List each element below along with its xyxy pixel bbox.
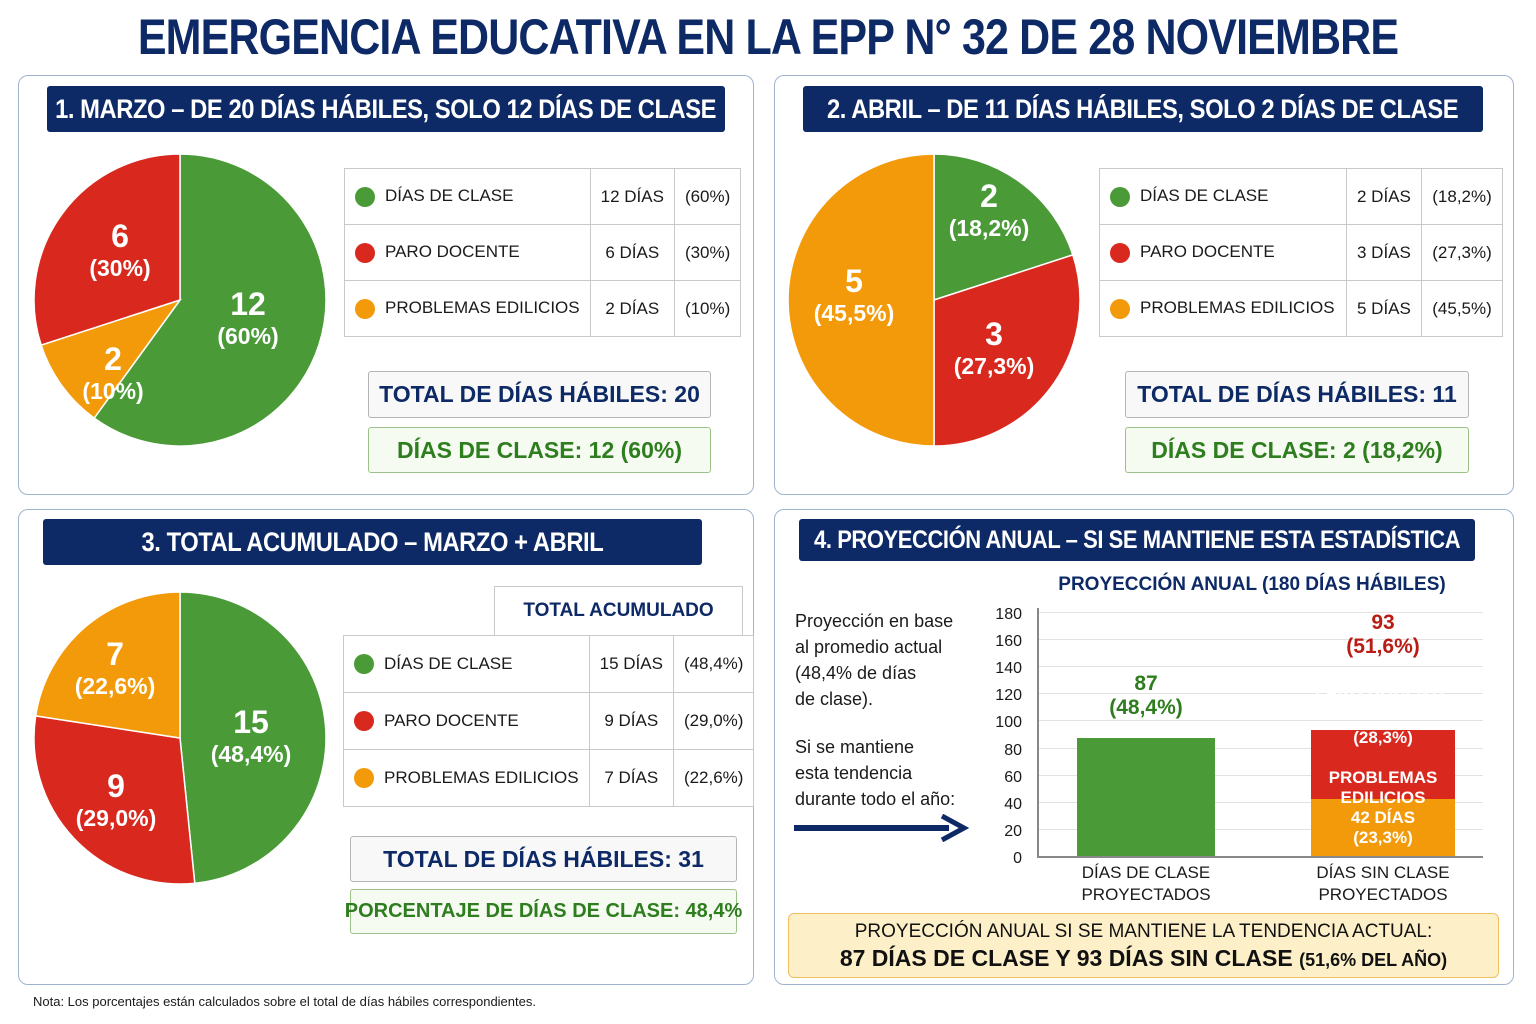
pie-slice (933, 153, 1074, 302)
x-axis (1037, 856, 1483, 858)
clase-box: DÍAS DE CLASE: 12 (60%) (368, 427, 711, 473)
bar-segment (1077, 738, 1215, 856)
pie-label: 6 (30%) (89, 218, 151, 282)
segment-label-paro: PARO DOCENTE 51 DÍAS (28,3%) (1315, 682, 1451, 747)
gridline (1037, 828, 1483, 830)
arrow-right-icon (794, 814, 969, 842)
pie-slice (33, 153, 181, 347)
pie-label: 5 (45,5%) (813, 263, 895, 327)
bar-segment (1311, 799, 1455, 856)
y-tick-label: 0 (1013, 850, 1022, 867)
total-box: TOTAL DE DÍAS HÁBILES: 20 (368, 371, 711, 418)
panel-heading: 2. ABRIL – DE 11 DÍAS HÁBILES, SOLO 2 DÍ… (803, 86, 1483, 132)
pie-label: 7 (22,6%) (74, 636, 156, 700)
y-tick-label: 120 (995, 687, 1022, 705)
legend-table: DÍAS DE CLASE 15 DÍAS (48,4%) PARO DOCENTE… (343, 635, 755, 807)
gridline (1037, 666, 1483, 668)
total-box: TOTAL DE DÍAS HÁBILES: 31 (350, 836, 737, 882)
table-row: PROBLEMAS EDILICIOS 5 DÍAS (45,5%) (1099, 280, 1503, 337)
red-dot-icon (1110, 242, 1130, 263)
bar-segment (1311, 729, 1455, 800)
pie-label: 2 (10%) (82, 341, 144, 405)
pie-label: 3 (27,3%) (953, 316, 1035, 380)
red-dot-icon (355, 242, 375, 263)
pie-label: 12 (60%) (217, 286, 279, 350)
pie-chart-acumulado (33, 591, 327, 885)
y-tick-label: 160 (995, 633, 1022, 651)
bar-label-clase: 87 (48,4%) (1109, 672, 1183, 720)
gridline (1037, 801, 1483, 803)
pie-label: 9 (29,0%) (75, 768, 157, 832)
pie-label: 15 (48,4%) (210, 704, 292, 768)
clase-box: PORCENTAJE DE DÍAS DE CLASE: 48,4% (345, 889, 742, 934)
panel-heading: 4. PROYECCIÓN ANUAL – SI SE MANTIENE EST… (799, 519, 1475, 561)
x-label: DÍAS DE CLASE PROYECTADOS (1081, 863, 1211, 904)
x-label: DÍAS SIN CLASE PROYECTADOS (1316, 863, 1450, 904)
green-dot-icon (1110, 186, 1130, 207)
orange-dot-icon (355, 298, 375, 319)
pie-slice (787, 153, 935, 447)
table-row: DÍAS DE CLASE 12 DÍAS (60%) (344, 168, 742, 225)
pie-chart-marzo (33, 153, 327, 447)
table-row: PROBLEMAS EDILICIOS 2 DÍAS (10%) (344, 280, 742, 337)
footnote: Nota: Los porcentajes están calculados s… (33, 994, 536, 1009)
bar-label-sin-clase: 93 (51,6%) (1346, 611, 1420, 659)
legend-table: DÍAS DE CLASE 2 DÍAS (18,2%) PARO DOCENTE 3… (1099, 168, 1503, 337)
table-header: TOTAL ACUMULADO (494, 586, 743, 635)
y-tick-label: 100 (995, 714, 1022, 732)
clase-box: DÍAS DE CLASE: 2 (18,2%) (1125, 427, 1469, 473)
panel-heading: 1. MARZO – DE 20 DÍAS HÁBILES, SOLO 12 D… (47, 86, 725, 132)
table-row: PARO DOCENTE 6 DÍAS (30%) (344, 224, 742, 281)
table-row: DÍAS DE CLASE 2 DÍAS (18,2%) (1099, 168, 1503, 225)
bar-chart-title: PROYECCIÓN ANUAL (180 DÍAS HÁBILES) (1058, 574, 1446, 595)
y-tick-label: 20 (1004, 822, 1022, 840)
orange-dot-icon (1110, 298, 1130, 319)
summary-box: PROYECCIÓN ANUAL SI SE MANTIENE LA TENDE… (788, 913, 1499, 978)
green-dot-icon (355, 186, 375, 207)
gridline (1037, 612, 1483, 613)
gridline (1037, 720, 1483, 722)
red-dot-icon (354, 711, 374, 732)
pie-slice (40, 298, 182, 420)
gridline (1037, 639, 1483, 641)
y-tick-label: 60 (1004, 768, 1022, 786)
pie-slice (33, 715, 196, 885)
pie-label: 2 (18,2%) (948, 178, 1030, 242)
y-tick-label: 180 (995, 606, 1022, 623)
table-row: PARO DOCENTE 9 DÍAS (29,0%) (343, 692, 755, 750)
total-box: TOTAL DE DÍAS HÁBILES: 11 (1125, 371, 1469, 418)
table-row: PROBLEMAS EDILICIOS 7 DÍAS (22,6%) (343, 749, 755, 807)
side-text-1: Proyección en base al promedio actual (48,… (795, 611, 954, 709)
pie-slice (179, 591, 327, 885)
y-tick-label: 80 (1004, 741, 1022, 759)
pie-slice (933, 253, 1081, 447)
segment-label-edilicios: PROBLEMAS EDILICIOS 42 DÍAS (23,3%) (1328, 768, 1438, 847)
side-text-2: Si se mantiene esta tendencia durante todo… (795, 737, 956, 809)
y-tick-label: 140 (995, 660, 1022, 678)
green-dot-icon (354, 654, 374, 675)
gridline (1037, 747, 1483, 749)
legend-table: DÍAS DE CLASE 12 DÍAS (60%) PARO DOCENTE 6 … (344, 168, 742, 337)
page-title: EMERGENCIA EDUCATIVA EN LA EPP N° 32 DE … (137, 9, 1399, 65)
gridline (1037, 693, 1483, 695)
gridline (1037, 774, 1483, 776)
pie-chart-abril (787, 153, 1081, 447)
orange-dot-icon (354, 768, 374, 789)
pie-slice (34, 591, 181, 739)
y-tick-label: 40 (1004, 795, 1022, 813)
table-row: DÍAS DE CLASE 15 DÍAS (48,4%) (343, 635, 755, 693)
panel-heading: 3. TOTAL ACUMULADO – MARZO + ABRIL (43, 519, 702, 565)
pie-slice (93, 153, 327, 447)
y-axis (1037, 608, 1039, 856)
table-row: PARO DOCENTE 3 DÍAS (27,3%) (1099, 224, 1503, 281)
